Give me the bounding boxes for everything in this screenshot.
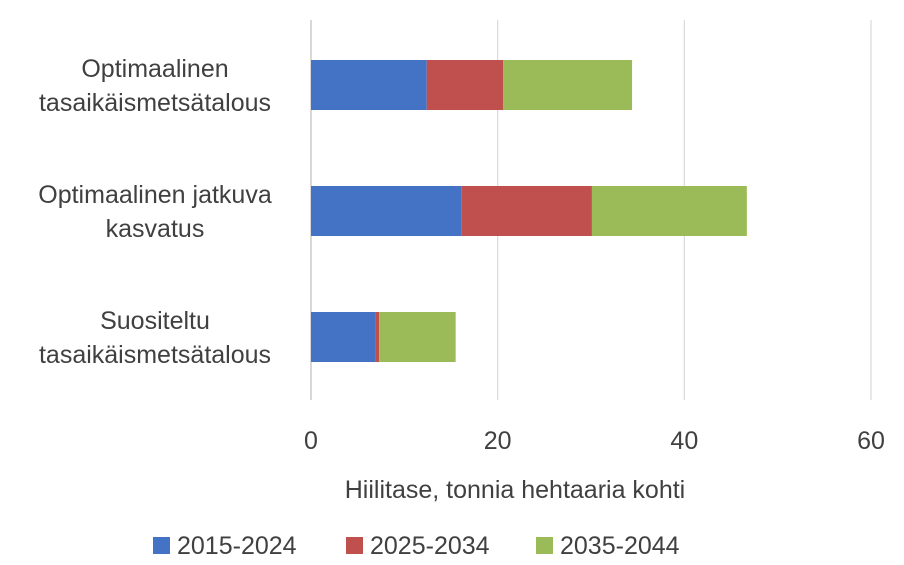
x-tick-label: 20 <box>484 427 512 455</box>
legend-swatch <box>536 537 553 554</box>
x-tick-label: 40 <box>670 427 698 455</box>
legend: 2015-2024 2025-2034 2035-2044 <box>153 532 680 560</box>
category-label: Suositeltu <box>100 307 210 335</box>
x-axis-title: Hiilitase, tonnia hehtaaria kohti <box>345 476 685 504</box>
bar-segment <box>503 60 633 110</box>
x-tick-label: 0 <box>304 427 318 455</box>
legend-label: 2035-2044 <box>560 532 680 560</box>
bars <box>311 60 747 362</box>
bar-segment <box>461 186 592 236</box>
bar-segment <box>426 60 504 110</box>
bar-segment <box>375 312 380 362</box>
legend-swatch <box>153 537 170 554</box>
category-label: kasvatus <box>106 215 205 243</box>
bar-segment <box>591 186 747 236</box>
category-label: Optimaalinen jatkuva <box>38 181 272 209</box>
legend-label: 2015-2024 <box>177 532 297 560</box>
category-label: Optimaalinen <box>81 55 228 83</box>
category-label: tasaikäismetsätalous <box>39 341 271 369</box>
bar-segment <box>379 312 456 362</box>
legend-swatch <box>346 537 363 554</box>
category-label: tasaikäismetsätalous <box>39 89 271 117</box>
bar-segment <box>311 186 462 236</box>
bar-segment <box>311 312 376 362</box>
bar-segment <box>311 60 427 110</box>
category-labels: Optimaalinen tasaikäismetsätalous Optimaal… <box>38 55 272 369</box>
legend-label: 2025-2034 <box>370 532 490 560</box>
x-tick-labels: 0 20 40 60 <box>304 427 885 455</box>
x-tick-label: 60 <box>857 427 885 455</box>
